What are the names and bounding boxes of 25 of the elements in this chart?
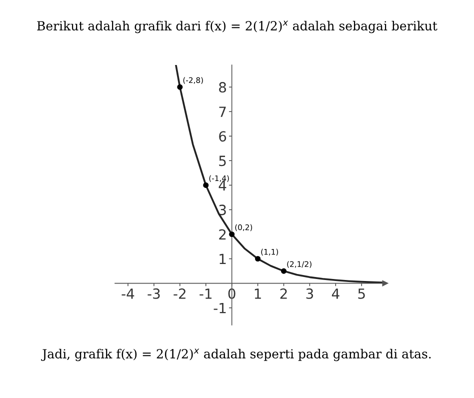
y-tick-label: 8 [219,82,226,93]
x-tick-label: 1 [254,288,261,299]
x-tick-label: -2 [174,288,186,299]
y-tick-label: 1 [220,254,226,264]
x-tick-label: 5 [358,288,365,299]
text: Jadi, grafik f(x) = 2(1/2)$^{x}$ adalah seperti pada gambar di atas. [41,348,431,362]
y-tick-label: -1 [214,302,226,314]
point [280,268,287,274]
point [203,182,209,188]
x-tick-label: -4 [122,288,134,299]
point [229,231,235,238]
y-tick-label: 2 [219,229,226,240]
x-tick-label: -3 [148,288,160,299]
point [177,84,183,90]
x-tick-label: 4 [332,288,340,299]
y-tick-label: 3 [219,204,226,216]
x-tick-label: -1 [200,288,212,299]
x-tick-label: 2 [280,288,287,299]
chart-title: Berikut adalah grafik dari f(x) = 2(1/2)$^{x}$ adalah sebagai berikut [37,20,438,34]
x-tick-label: 3 [306,288,314,299]
y-tick-label: 5 [219,156,226,166]
y-tick-label: 6 [219,131,226,142]
point [255,256,261,262]
y-tick-label: 4 [218,180,226,190]
y-tick-label: 7 [219,106,226,117]
